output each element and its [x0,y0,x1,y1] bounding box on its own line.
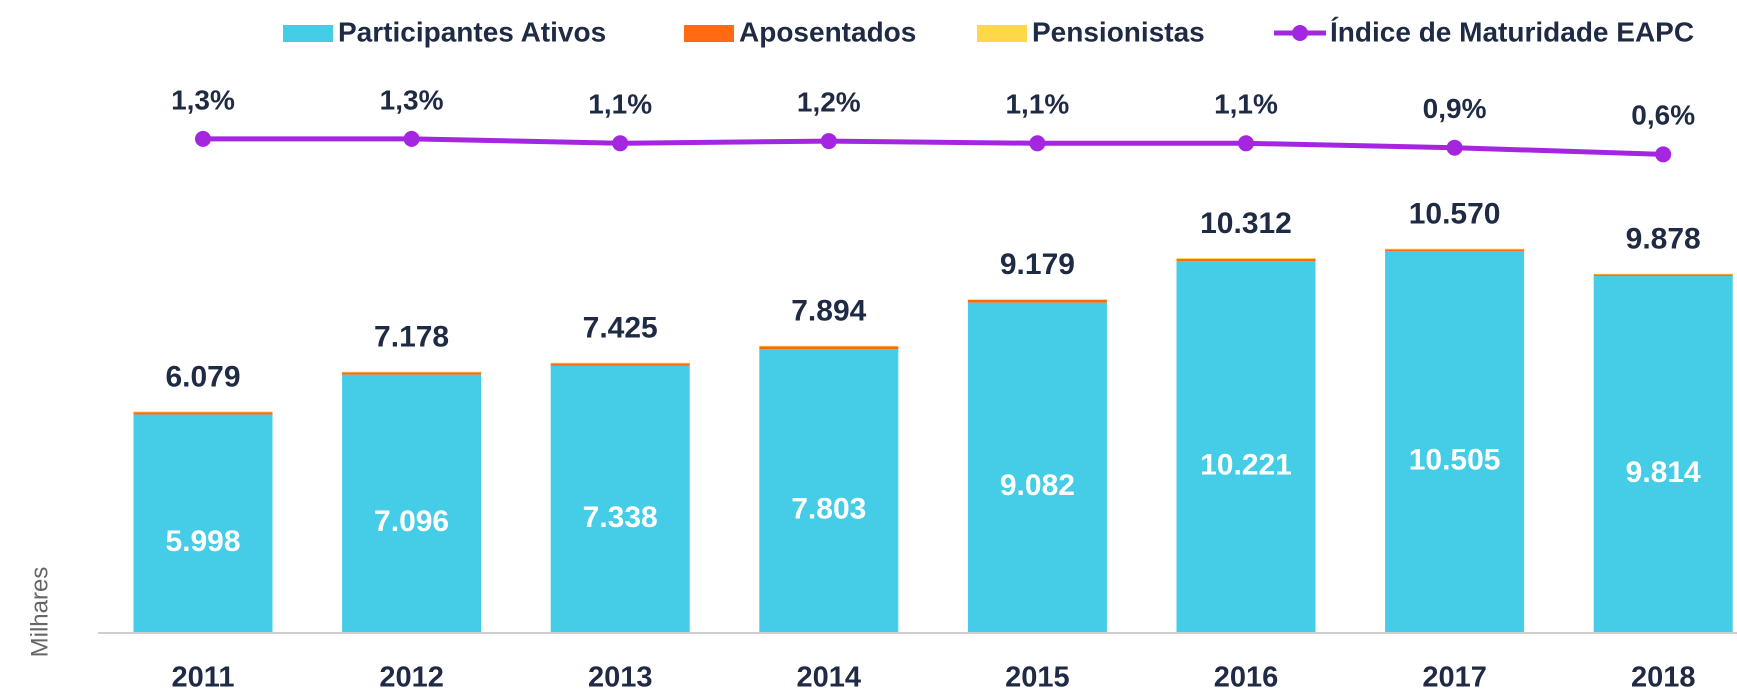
legend-label: Participantes Ativos [338,16,606,47]
bar-segment [1176,261,1316,632]
bar-segment [967,299,1107,303]
bar-segment [133,414,273,632]
bar-segment [1385,251,1525,632]
bar-segment [1176,258,1316,262]
x-tick-label: 2011 [172,662,235,693]
line-value-label: 1,3% [380,84,444,115]
bar-segment [759,345,899,347]
total-label: 9.179 [1000,248,1075,281]
line-point [820,133,837,150]
bar-segment [342,374,482,632]
line-value-label: 1,1% [588,89,652,120]
y-axis-label: Milhares [26,567,53,658]
bar-segment [550,363,690,366]
x-tick-label: 2017 [1422,662,1487,693]
bar-value-label: 9.082 [1000,469,1075,502]
line-value-label: 0,6% [1631,100,1695,131]
total-label: 10.570 [1409,198,1501,231]
line-point [1029,135,1046,152]
bar-segment [759,346,899,350]
bar-segment [342,372,482,375]
bar-segment [550,362,690,364]
legend-swatch [684,25,734,42]
bar-segment [550,365,690,632]
bar-segment [133,411,273,413]
bar-segment [967,299,1107,300]
line-value-label: 1,2% [797,86,861,117]
legend-label: Índice de Maturidade EAPC [1330,16,1694,47]
x-tick-label: 2018 [1631,662,1696,693]
bar-value-label: 10.221 [1200,449,1292,482]
bar-segment [133,412,273,415]
bar-segment [1385,248,1525,250]
bar-segment [759,349,899,632]
bar-segment [1593,274,1733,277]
line-point [1238,135,1254,152]
total-label: 7.178 [374,321,449,354]
line-value-label: 1,3% [171,84,235,115]
bar-value-label: 7.096 [374,505,449,538]
total-label: 9.878 [1626,223,1701,256]
line-point [612,135,629,152]
x-tick-label: 2015 [1005,662,1070,693]
legend-swatch [283,25,333,42]
line-point [403,130,420,147]
bar-value-label: 10.505 [1409,443,1501,476]
total-label: 10.312 [1200,207,1292,240]
legend-label: Aposentados [739,16,916,47]
line-value-label: 0,9% [1423,93,1487,124]
x-tick-label: 2012 [379,662,444,693]
x-tick-label: 2016 [1214,662,1279,693]
legend-label: Pensionistas [1032,16,1205,47]
legend-swatch [977,25,1027,42]
legend-marker [1292,25,1308,41]
bar-segment [1593,273,1733,275]
bar-segment [1385,249,1525,252]
total-label: 7.425 [583,312,658,345]
x-tick-label: 2014 [797,662,862,693]
line-point [195,130,211,147]
total-label: 6.079 [165,360,240,393]
line [203,136,1664,157]
bar-segment [1593,276,1733,632]
bar-segment [967,302,1107,632]
bar-value-label: 5.998 [165,525,240,558]
bar-value-label: 9.814 [1626,456,1701,489]
line-value-label: 1,1% [1214,89,1278,120]
total-label: 7.894 [791,295,866,328]
bar-segment [1176,258,1316,259]
line-point [1655,146,1672,163]
x-tick-label: 2013 [588,662,653,693]
bar-segment [342,371,482,373]
bar-value-label: 7.338 [583,501,658,534]
line-point [1446,139,1463,156]
line-value-label: 1,1% [1005,89,1069,120]
bar-value-label: 7.803 [791,492,866,525]
